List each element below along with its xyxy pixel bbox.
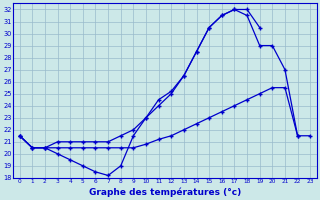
X-axis label: Graphe des températures (°c): Graphe des températures (°c) [89,187,241,197]
